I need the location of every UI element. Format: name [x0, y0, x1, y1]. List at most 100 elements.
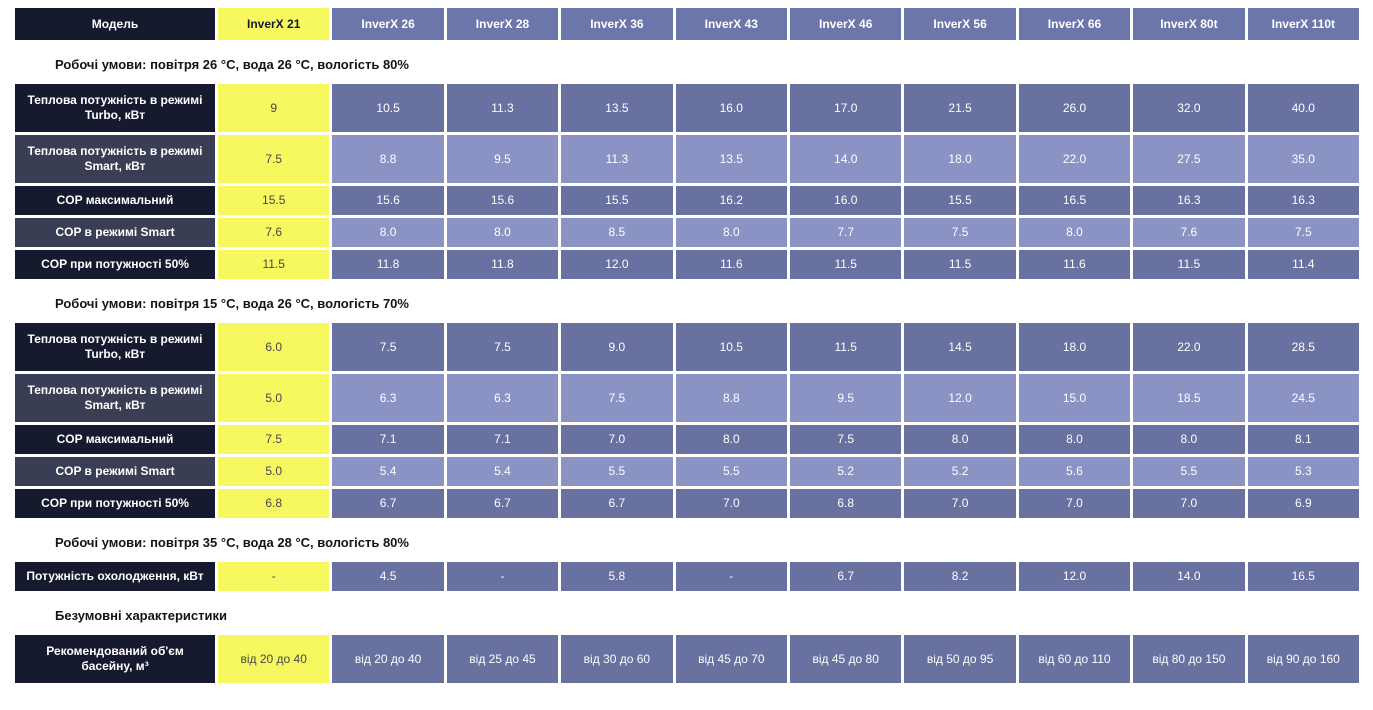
value-cell: від 80 до 150 — [1133, 635, 1245, 683]
value-cell: 8.1 — [1247, 425, 1359, 454]
value-cell: 7.5 — [904, 218, 1016, 247]
value-cell: 21.5 — [904, 84, 1016, 132]
value-cell: від 20 до 40 — [218, 635, 330, 683]
value-cell: 15.5 — [218, 186, 330, 215]
row-label-cell: Теплова потужність в режимі Turbo, кВт — [15, 323, 215, 371]
value-cell: 6.8 — [790, 489, 902, 518]
row-label-cell: COP в режимі Smart — [15, 218, 215, 247]
value-cell: 6.0 — [218, 323, 330, 371]
value-cell: 6.7 — [332, 489, 444, 518]
model-column-header: InverX 21 — [218, 8, 330, 40]
section-table: Теплова потужність в режимі Turbo, кВт 9 1… — [15, 84, 1359, 279]
value-cell: 17.0 — [790, 84, 902, 132]
value-cell: 5.5 — [561, 457, 673, 486]
value-cell: 35.0 — [1247, 135, 1359, 183]
value-cell: 5.2 — [904, 457, 1016, 486]
value-cell: 5.0 — [218, 457, 330, 486]
value-cell: 7.5 — [1247, 218, 1359, 247]
value-cell: 14.5 — [904, 323, 1016, 371]
value-cell: від 60 до 110 — [1018, 635, 1131, 683]
row-label-cell: Потужність охолодження, кВт — [15, 562, 215, 591]
value-cell: 11.5 — [790, 250, 902, 279]
value-cell: 7.5 — [446, 323, 559, 371]
value-cell: 6.3 — [446, 374, 559, 422]
value-cell: від 45 до 70 — [675, 635, 787, 683]
value-cell: 6.7 — [446, 489, 559, 518]
value-cell: 7.5 — [790, 425, 902, 454]
value-cell: 11.6 — [1018, 250, 1131, 279]
row-label-cell: COP при потужності 50% — [15, 489, 215, 518]
model-column-header: InverX 28 — [446, 8, 559, 40]
value-cell: - — [446, 562, 559, 591]
value-cell: 11.5 — [790, 323, 902, 371]
value-cell: 7.0 — [1018, 489, 1131, 518]
section-heading: Робочі умови: повітря 26 °С, вода 26 °С,… — [55, 57, 409, 72]
value-cell: 18.0 — [904, 135, 1016, 183]
value-cell: 7.0 — [561, 425, 673, 454]
section-heading: Робочі умови: повітря 35 °С, вода 28 °С,… — [55, 535, 409, 550]
section-table: Теплова потужність в режимі Turbo, кВт 6.… — [15, 323, 1359, 518]
value-cell: 9.5 — [446, 135, 559, 183]
value-cell: 22.0 — [1133, 323, 1245, 371]
value-cell: 8.5 — [561, 218, 673, 247]
value-cell: 13.5 — [675, 135, 787, 183]
value-cell: 7.0 — [675, 489, 787, 518]
value-cell: 11.4 — [1247, 250, 1359, 279]
value-cell: 6.9 — [1247, 489, 1359, 518]
value-cell: 5.5 — [1133, 457, 1245, 486]
value-cell: 7.5 — [218, 135, 330, 183]
value-cell: 16.0 — [675, 84, 787, 132]
model-column-header: InverX 26 — [332, 8, 444, 40]
value-cell: 12.0 — [1018, 562, 1131, 591]
value-cell: 15.5 — [904, 186, 1016, 215]
value-cell: 6.3 — [332, 374, 444, 422]
value-cell: 5.4 — [446, 457, 559, 486]
value-cell: 40.0 — [1247, 84, 1359, 132]
model-column-header: InverX 46 — [790, 8, 902, 40]
value-cell: 7.1 — [332, 425, 444, 454]
value-cell: 24.5 — [1247, 374, 1359, 422]
value-cell: 32.0 — [1133, 84, 1245, 132]
model-header-row: Модель InverX 21 InverX 26 InverX 28 InverX… — [15, 8, 1359, 40]
value-cell: 7.1 — [446, 425, 559, 454]
value-cell: від 45 до 80 — [790, 635, 902, 683]
value-cell: 4.5 — [332, 562, 444, 591]
value-cell: 8.0 — [1018, 218, 1131, 247]
model-column-header: InverX 56 — [904, 8, 1016, 40]
model-column-header: InverX 80t — [1133, 8, 1245, 40]
row-label-cell: Рекомендований об'єм басейну, м³ — [15, 635, 215, 683]
value-cell: 22.0 — [1018, 135, 1131, 183]
value-cell: 26.0 — [1018, 84, 1131, 132]
value-cell: 8.0 — [332, 218, 444, 247]
value-cell: 8.8 — [332, 135, 444, 183]
value-cell: 11.5 — [218, 250, 330, 279]
value-cell: 5.2 — [790, 457, 902, 486]
value-cell: - — [675, 562, 787, 591]
value-cell: 8.0 — [1133, 425, 1245, 454]
value-cell: 15.6 — [332, 186, 444, 215]
value-cell: від 20 до 40 — [332, 635, 444, 683]
value-cell: 16.5 — [1018, 186, 1131, 215]
value-cell: від 30 до 60 — [561, 635, 673, 683]
model-column-header: InverX 110t — [1247, 8, 1359, 40]
value-cell: 11.6 — [675, 250, 787, 279]
value-cell: 7.0 — [1133, 489, 1245, 518]
section-table: Рекомендований об'єм басейну, м³ від 20 д… — [15, 635, 1359, 683]
value-cell: від 25 до 45 — [446, 635, 559, 683]
value-cell: 7.7 — [790, 218, 902, 247]
row-label-cell: COP максимальний — [15, 186, 215, 215]
value-cell: 18.5 — [1133, 374, 1245, 422]
value-cell: 15.0 — [1018, 374, 1131, 422]
value-cell: 5.3 — [1247, 457, 1359, 486]
value-cell: 15.5 — [561, 186, 673, 215]
value-cell: 5.5 — [675, 457, 787, 486]
row-label-cell: Теплова потужність в режимі Smart, кВт — [15, 374, 215, 422]
model-column-header: InverX 36 — [561, 8, 673, 40]
value-cell: 8.0 — [1018, 425, 1131, 454]
model-column-header: InverX 43 — [675, 8, 787, 40]
value-cell: 7.6 — [1133, 218, 1245, 247]
table-corner-header: Модель — [15, 8, 215, 40]
value-cell: 5.0 — [218, 374, 330, 422]
value-cell: 15.6 — [446, 186, 559, 215]
